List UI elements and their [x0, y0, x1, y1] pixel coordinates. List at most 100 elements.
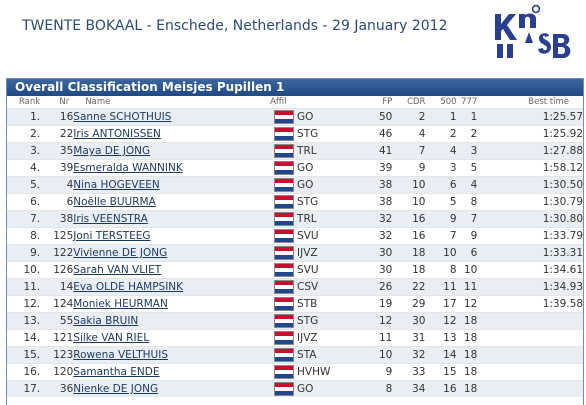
- bib-number-cell: 4: [40, 176, 74, 194]
- fp-cell: 46: [357, 125, 393, 143]
- netherlands-flag-icon: [273, 348, 294, 362]
- bib-number-cell: 35: [40, 142, 74, 160]
- skater-name-link[interactable]: Sanne SCHOTHUIS: [73, 111, 172, 123]
- flag-cell: [270, 380, 298, 397]
- skater-name-link[interactable]: Iris VEENSTRA: [73, 213, 148, 225]
- rank-500-cell: 10: [425, 244, 457, 262]
- table-row: 6. 6 Noëlle BUURMA STG 38 10 5 8 1:30.79: [7, 193, 583, 211]
- column-header-club-spacer: [297, 96, 357, 109]
- rank-500-cell: 8: [425, 261, 457, 279]
- rank-777-cell: 11: [456, 278, 478, 296]
- best-time-cell: [477, 380, 583, 397]
- rank-777-cell: 18: [456, 312, 478, 330]
- bib-number-cell: 55: [40, 312, 74, 330]
- club-cell: GO: [297, 176, 358, 194]
- netherlands-flag-icon: [273, 280, 294, 294]
- club-cell: STG: [297, 193, 358, 211]
- column-header-name: Name: [85, 97, 111, 107]
- rank-cell: 5.: [7, 176, 41, 194]
- skater-name-link[interactable]: Nienke DE JONG: [73, 383, 159, 395]
- club-cell: GO: [297, 108, 358, 126]
- club-cell: TRL: [297, 210, 358, 228]
- rank-500-cell: 1: [425, 108, 457, 126]
- table-row: 8. 125 Joni TERSTEEG SVU 32 16 7 9 1:33.79: [7, 227, 583, 245]
- best-time-cell: 1:25.92: [477, 125, 583, 143]
- table-row: 14. 121 Silke VAN RIEL IJVZ 11 31 13 18: [7, 329, 583, 347]
- rank-cell: 12.: [7, 295, 41, 313]
- skater-name-cell: Joni TERSTEEG: [73, 227, 271, 245]
- table-row: 10. 126 Sarah VAN VLIET SVU 30 18 8 10 1:34.61: [7, 261, 583, 279]
- fp-cell: 39: [357, 159, 393, 177]
- skater-name-link[interactable]: Sarah VAN VLIET: [73, 264, 162, 276]
- rank-777-cell: 18: [456, 363, 478, 381]
- skater-name-link[interactable]: Joni TERSTEEG: [73, 230, 151, 242]
- bib-number-cell: 121: [40, 329, 74, 347]
- flag-cell: [270, 159, 298, 177]
- rank-cell: 15.: [7, 346, 41, 364]
- rank-500-cell: 6: [425, 176, 457, 194]
- skater-name-cell: Maya DE JONG: [73, 142, 271, 160]
- rank-500-cell: 14: [425, 346, 457, 364]
- skater-name-link[interactable]: Rowena VELTHUIS: [73, 349, 168, 361]
- rank-777-cell: 9: [456, 227, 478, 245]
- club-cell: IJVZ: [297, 329, 358, 347]
- skater-name-cell: Iris VEENSTRA: [73, 210, 271, 228]
- flag-cell: [270, 142, 298, 160]
- best-time-cell: [477, 329, 583, 347]
- skater-name-cell: Samantha ENDE: [73, 363, 271, 381]
- rank-500-cell: 16: [425, 380, 457, 397]
- club-cell: SVU: [297, 227, 358, 245]
- cdr-cell: 33: [392, 363, 426, 381]
- cdr-cell: 32: [392, 346, 426, 364]
- flag-cell: [270, 227, 298, 245]
- fp-cell: 30: [357, 261, 393, 279]
- cdr-cell: 2: [392, 108, 426, 126]
- skater-name-cell: Vivienne DE JONG: [73, 244, 271, 262]
- skater-name-link[interactable]: Eva OLDE HAMPSINK: [73, 281, 184, 293]
- skater-name-link[interactable]: Iris ANTONISSEN: [73, 128, 161, 140]
- rank-777-cell: 2: [456, 125, 478, 143]
- skater-name-link[interactable]: Vivienne DE JONG: [73, 247, 168, 259]
- table-row: 3. 35 Maya DE JONG TRL 41 7 4 3 1:27.88: [7, 142, 583, 160]
- column-header-500: 500: [440, 97, 457, 107]
- bib-number-cell: 39: [40, 159, 74, 177]
- skater-name-cell: Noëlle BUURMA: [73, 193, 271, 211]
- fp-cell: 38: [357, 176, 393, 194]
- skater-name-link[interactable]: Samantha ENDE: [73, 366, 160, 378]
- skater-name-cell: Rowena VELTHUIS: [73, 346, 271, 364]
- panel-title: Overall Classification Meisjes Pupillen …: [7, 79, 583, 96]
- skater-name-link[interactable]: Noëlle BUURMA: [73, 196, 156, 208]
- club-cell: STG: [297, 125, 358, 143]
- cdr-cell: 9: [392, 159, 426, 177]
- rank-777-cell: 18: [456, 380, 478, 397]
- best-time-cell: 1:30.80: [477, 210, 583, 228]
- netherlands-flag-icon: [273, 161, 294, 175]
- table-row: 17. 36 Nienke DE JONG GO 8 34 16 18: [7, 380, 583, 397]
- rank-cell: 2.: [7, 125, 41, 143]
- rank-cell: 10.: [7, 261, 41, 279]
- best-time-cell: 1:34.93: [477, 278, 583, 296]
- skater-name-link[interactable]: Moniek HEURMAN: [73, 298, 168, 310]
- cdr-cell: 29: [392, 295, 426, 313]
- rank-500-cell: 15: [425, 363, 457, 381]
- flag-cell: [270, 244, 298, 262]
- skater-name-link[interactable]: Sakia BRUIN: [73, 315, 139, 327]
- skater-name-link[interactable]: Maya DE JONG: [73, 145, 151, 157]
- skater-name-cell: Silke VAN RIEL: [73, 329, 271, 347]
- rank-500-cell: 9: [425, 210, 457, 228]
- cdr-cell: 10: [392, 193, 426, 211]
- classification-panel: Overall Classification Meisjes Pupillen …: [6, 78, 584, 405]
- rank-cell: 3.: [7, 142, 41, 160]
- table-row: 9. 122 Vivienne DE JONG IJVZ 30 18 10 6 1:33.31: [7, 244, 583, 262]
- results-table: Rank Nr Name Affil FP CDR 500 777 Best t…: [7, 96, 583, 397]
- skater-name-link[interactable]: Silke VAN RIEL: [73, 332, 150, 344]
- best-time-cell: [477, 346, 583, 364]
- netherlands-flag-icon: [273, 246, 294, 260]
- skater-name-link[interactable]: Nina HOGEVEEN: [73, 179, 160, 191]
- skater-name-cell: Moniek HEURMAN: [73, 295, 271, 313]
- bib-number-cell: 123: [40, 346, 74, 364]
- skater-name-link[interactable]: Esmeralda WANNINK: [73, 162, 183, 174]
- cdr-cell: 16: [392, 227, 426, 245]
- club-cell: TRL: [297, 142, 358, 160]
- fp-cell: 8: [357, 380, 393, 397]
